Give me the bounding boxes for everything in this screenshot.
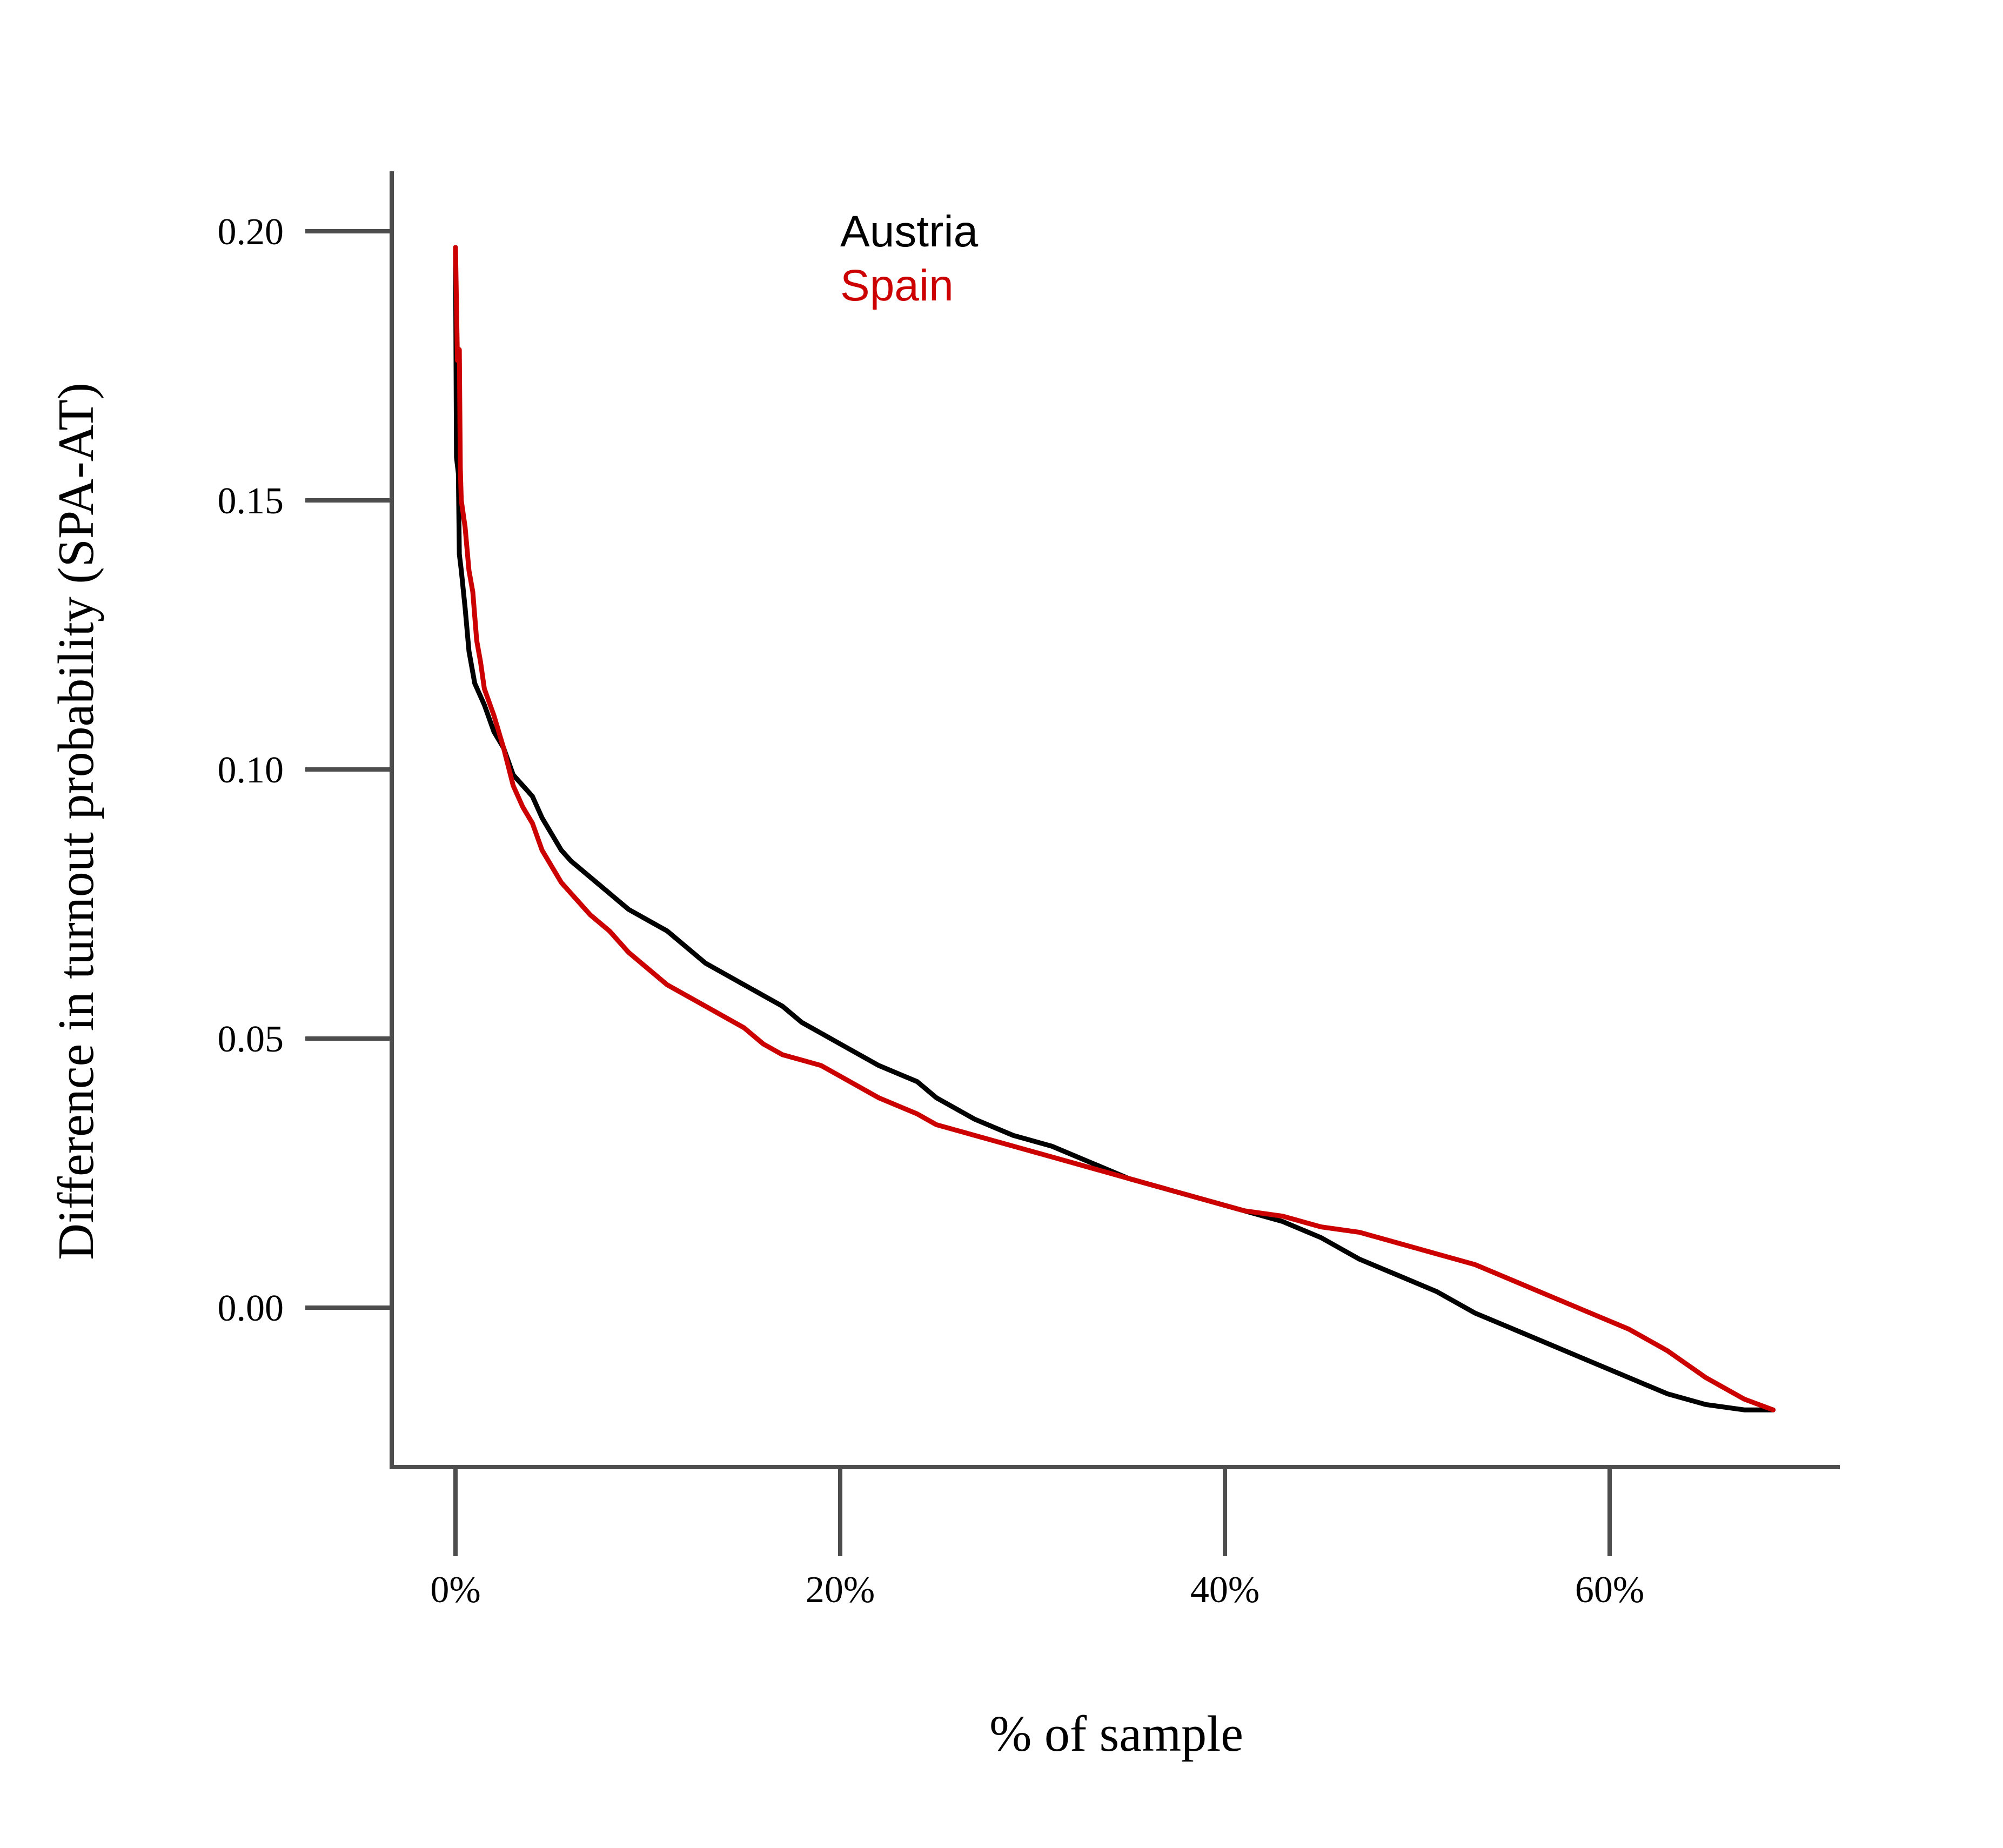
y-tick-label: 0.05 <box>218 1019 284 1060</box>
x-tick-label: 0% <box>430 1569 480 1611</box>
axes <box>390 171 1840 1469</box>
x-axis-title: % of sample <box>989 1706 1243 1762</box>
y-ticks: 0.00 0.05 0.10 0.15 0.20 <box>218 211 392 1329</box>
y-axis-title: Difference in turnout probability (SPA-A… <box>48 383 104 1260</box>
x-tick-label: 40% <box>1190 1569 1260 1611</box>
x-ticks: 0% 20% 40% 60% <box>430 1467 1644 1611</box>
x-tick-label: 60% <box>1575 1569 1644 1611</box>
legend: Austria Spain <box>840 207 979 310</box>
series-line-austria <box>453 245 1776 1412</box>
y-tick-label: 0.20 <box>218 211 284 253</box>
y-tick-label: 0.10 <box>218 749 284 791</box>
x-tick-label: 20% <box>806 1569 875 1611</box>
legend-item-austria: Austria <box>840 207 979 256</box>
series-line-spain <box>453 245 1776 1412</box>
legend-item-spain: Spain <box>840 261 954 310</box>
series-layer <box>453 245 1776 1412</box>
y-tick-label: 0.00 <box>218 1288 284 1329</box>
y-tick-label: 0.15 <box>218 480 284 522</box>
